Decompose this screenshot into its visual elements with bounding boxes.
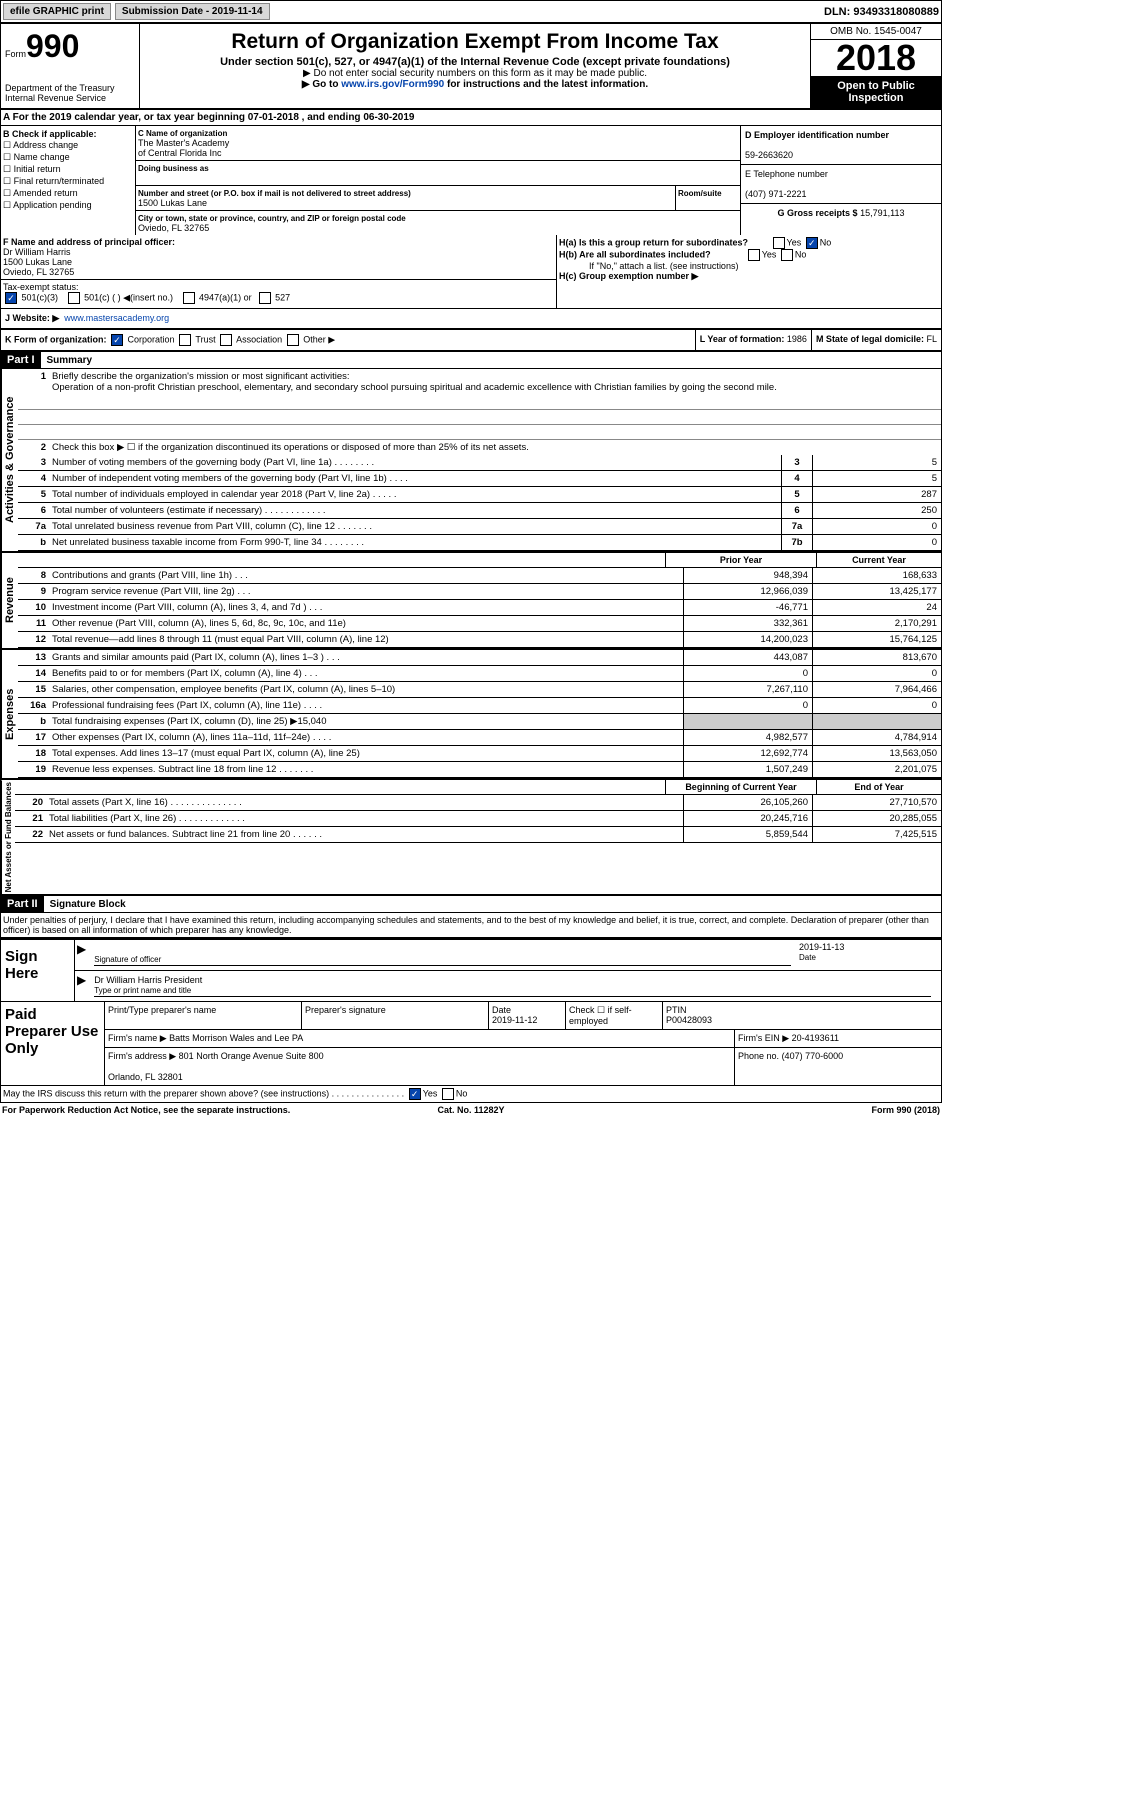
irs-link[interactable]: www.irs.gov/Form990: [341, 79, 444, 90]
officer-sig-name: Dr William Harris President: [94, 975, 202, 985]
section-d-e-g: D Employer identification number59-26636…: [741, 126, 941, 235]
form-number: 990: [26, 28, 79, 64]
gross-receipts: 15,791,113: [860, 208, 904, 218]
check-501c3[interactable]: [5, 292, 17, 304]
side-expenses: Expenses: [1, 650, 18, 778]
sign-here-label: Sign Here: [1, 940, 74, 1001]
city-state-zip: Oviedo, FL 32765: [138, 223, 209, 233]
check-4947[interactable]: [183, 292, 195, 304]
prep-date: 2019-11-12: [492, 1015, 537, 1025]
firm-ein: 20-4193611: [792, 1033, 839, 1043]
website-link[interactable]: www.mastersacademy.org: [64, 313, 169, 323]
check-ha-no[interactable]: [806, 237, 818, 249]
check-hb-no[interactable]: [781, 249, 793, 261]
paid-preparer-label: Paid Preparer Use Only: [1, 1002, 104, 1085]
ptin: P00428093: [666, 1015, 712, 1025]
form-id-block: Form990 Department of the Treasury Inter…: [1, 24, 140, 108]
firm-name: Batts Morrison Wales and Lee PA: [169, 1033, 303, 1043]
footer-catno: Cat. No. 11282Y: [315, 1105, 628, 1115]
part2-header: Part II: [1, 896, 44, 912]
state-domicile: FL: [926, 334, 937, 344]
section-b: B Check if applicable: ☐ Address change☐…: [1, 126, 136, 235]
mission-text: Operation of a non-profit Christian pres…: [52, 382, 777, 393]
check-501c[interactable]: [68, 292, 80, 304]
form-subtitle: Under section 501(c), 527, or 4947(a)(1)…: [144, 56, 806, 68]
submission-date-button[interactable]: Submission Date - 2019-11-14: [115, 3, 270, 20]
ssn-note: ▶ Do not enter social security numbers o…: [144, 68, 806, 79]
check-assoc[interactable]: [220, 334, 232, 346]
ein-value: 59-2663620: [745, 150, 793, 160]
check-hb-yes[interactable]: [748, 249, 760, 261]
form-title: Return of Organization Exempt From Incom…: [144, 30, 806, 54]
check-discuss-yes[interactable]: [409, 1088, 421, 1100]
top-bar: efile GRAPHIC print Submission Date - 20…: [0, 0, 942, 23]
line-a: A For the 2019 calendar year, or tax yea…: [1, 110, 941, 126]
firm-phone: (407) 770-6000: [782, 1051, 844, 1061]
officer-name: Dr William Harris: [3, 247, 71, 257]
open-inspection: Open to Public Inspection: [811, 76, 941, 108]
sign-date: 2019-11-13: [799, 942, 844, 952]
check-other[interactable]: [287, 334, 299, 346]
check-corp[interactable]: [111, 334, 123, 346]
check-527[interactable]: [259, 292, 271, 304]
check-discuss-no[interactable]: [442, 1088, 454, 1100]
officer-address: 1500 Lukas Lane Oviedo, FL 32765: [3, 257, 74, 277]
dln-label: DLN: 93493318080889: [314, 6, 939, 18]
part1-header: Part I: [1, 352, 41, 368]
declaration-text: Under penalties of perjury, I declare th…: [1, 913, 941, 938]
street-address: 1500 Lukas Lane: [138, 198, 207, 208]
dept-label: Department of the Treasury Internal Reve…: [5, 83, 135, 103]
side-net-assets: Net Assets or Fund Balances: [1, 780, 15, 894]
check-ha-yes[interactable]: [773, 237, 785, 249]
check-trust[interactable]: [179, 334, 191, 346]
org-name: The Master's Academy of Central Florida …: [138, 138, 229, 158]
section-c: C Name of organizationThe Master's Acade…: [136, 126, 741, 235]
side-revenue: Revenue: [1, 553, 18, 648]
telephone: (407) 971-2221: [745, 189, 807, 199]
footer-formno: Form 990 (2018): [627, 1105, 940, 1115]
tax-year: 2018: [811, 40, 941, 76]
year-formation: 1986: [787, 334, 807, 344]
footer-paperwork: For Paperwork Reduction Act Notice, see …: [2, 1105, 315, 1115]
efile-print-button[interactable]: efile GRAPHIC print: [3, 3, 111, 20]
side-governance: Activities & Governance: [1, 369, 18, 551]
form-main: Form990 Department of the Treasury Inter…: [0, 23, 942, 1103]
